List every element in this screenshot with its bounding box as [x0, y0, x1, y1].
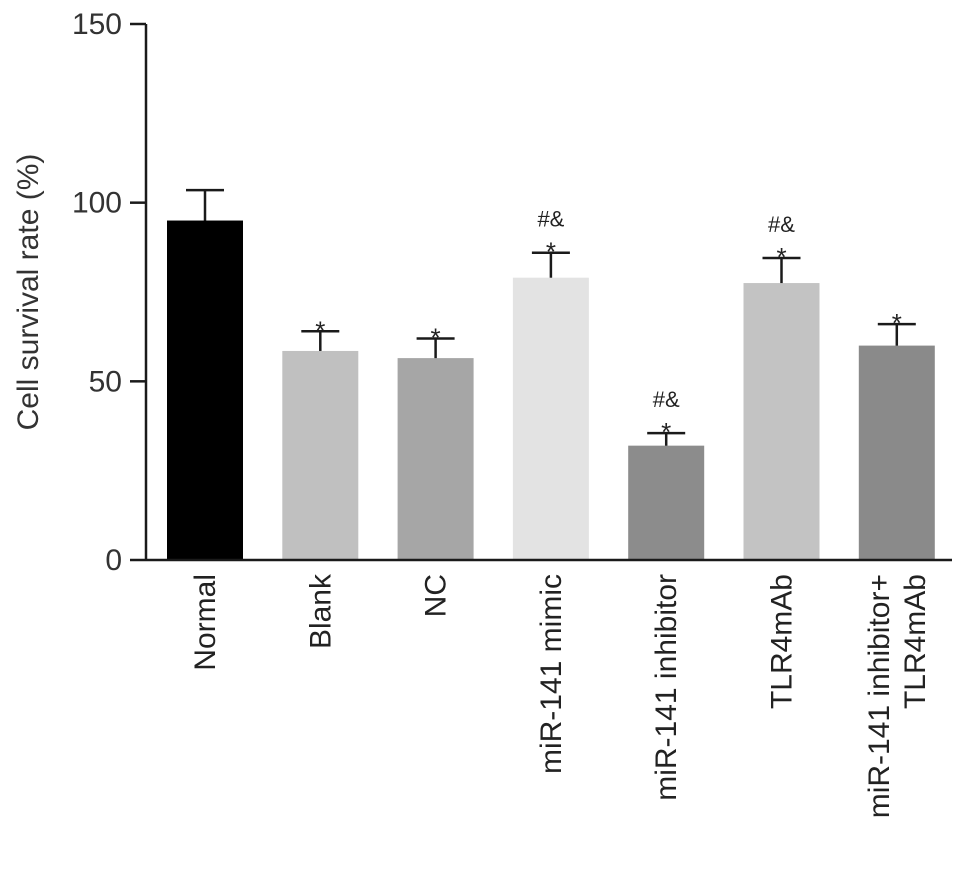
significance-star: * [546, 237, 556, 267]
category-label: Normal [189, 574, 222, 671]
bar [167, 220, 243, 561]
y-tick-label: 150 [72, 8, 122, 41]
axes-layer [144, 24, 952, 562]
bar [512, 277, 589, 560]
bar [628, 445, 705, 560]
bar [282, 350, 359, 560]
category-label-line: Normal [189, 574, 222, 671]
significance-star: * [315, 315, 325, 345]
category-label: TLR4mAb [766, 574, 799, 709]
y-ticks: 0 50 100 150 [72, 8, 146, 577]
significance-star: * [776, 242, 786, 272]
bar [743, 283, 820, 560]
significance-star: * [892, 308, 902, 338]
significance-annotations: * * * #& * #& * #& * [315, 207, 902, 447]
significance-marker: #& [653, 387, 680, 412]
category-label-line: miR-141 mimic [535, 574, 568, 774]
category-label: miR-141 mimic [535, 574, 568, 774]
category-label-line: NC [420, 574, 453, 617]
significance-marker: #& [768, 212, 795, 237]
y-tick-label: 0 [105, 544, 122, 577]
category-label-line: TLR4mAb [766, 574, 799, 709]
category-label-line: miR-141 inhibitor [650, 574, 683, 801]
y-tick-label: 100 [72, 187, 122, 220]
category-label: miR-141 inhibitor [650, 574, 683, 801]
significance-star: * [661, 417, 671, 447]
y-tick-label: 50 [89, 365, 122, 398]
category-label: miR-141 inhibitor+ TLR4mAb [863, 574, 932, 818]
category-label-line: Blank [304, 573, 337, 649]
category-label-line: TLR4mAb [899, 574, 932, 709]
bars-layer [167, 188, 935, 561]
category-label: Blank [304, 573, 337, 649]
y-axis-title: Cell survival rate (%) [12, 154, 45, 431]
category-label: NC [420, 574, 453, 617]
bar [397, 358, 474, 560]
significance-marker: #& [537, 207, 564, 232]
category-labels: Normal Blank NC miR-141 mimic miR-141 inhibi… [189, 573, 932, 818]
significance-star: * [431, 322, 441, 352]
bar [858, 345, 935, 560]
category-label-line: miR-141 inhibitor+ [863, 574, 896, 818]
